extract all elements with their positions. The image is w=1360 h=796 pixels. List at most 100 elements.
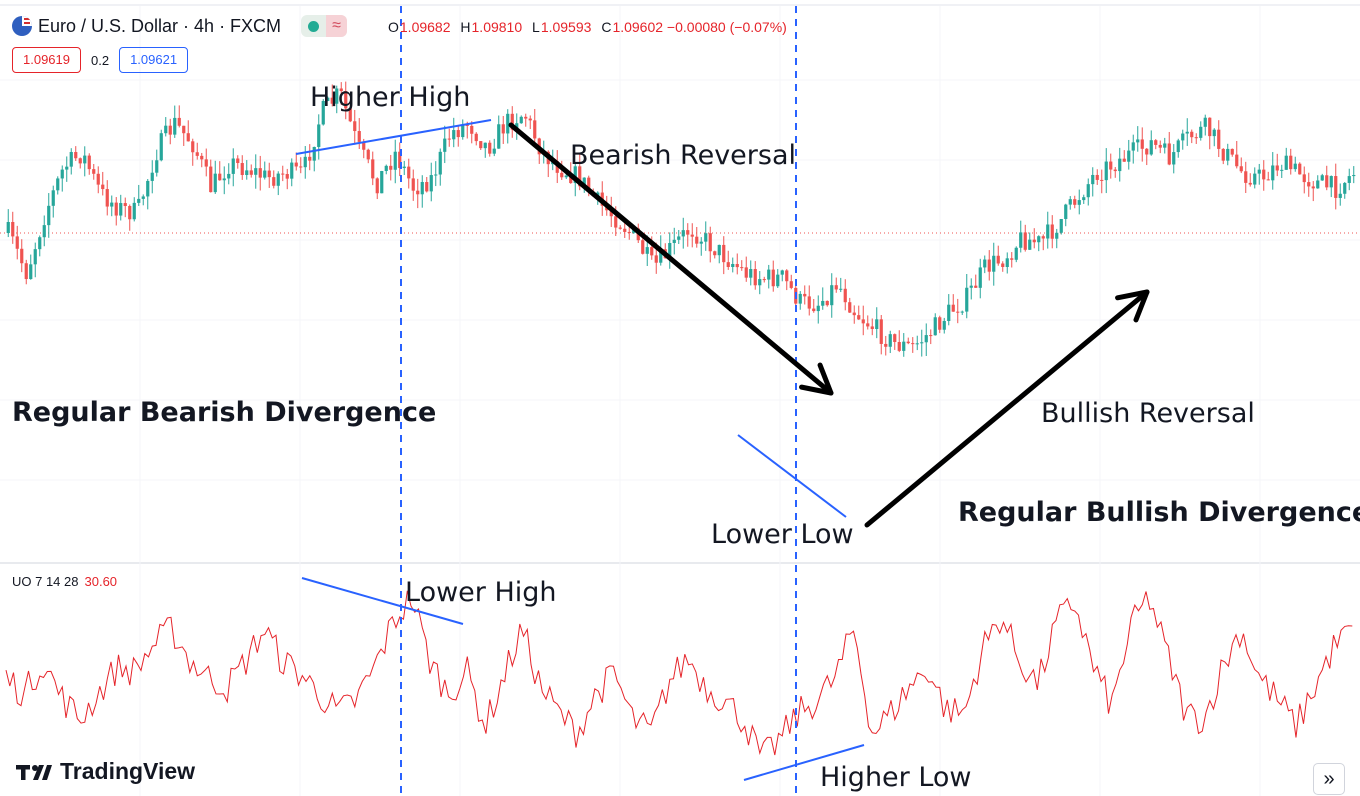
candle-body bbox=[722, 244, 726, 263]
candle-body bbox=[267, 170, 271, 178]
candle-body bbox=[1127, 150, 1131, 162]
candle-body bbox=[366, 149, 370, 160]
candle-body bbox=[1104, 161, 1108, 181]
candle-body bbox=[1293, 163, 1297, 170]
scroll-to-realtime-button[interactable]: » bbox=[1313, 763, 1345, 795]
candle-body bbox=[110, 202, 114, 207]
candle-body bbox=[1194, 137, 1198, 139]
candle-body bbox=[1172, 152, 1176, 165]
candle-body bbox=[1091, 174, 1095, 185]
candle-body bbox=[506, 113, 510, 134]
candle-body bbox=[830, 285, 834, 306]
candle-body bbox=[1266, 179, 1270, 181]
candle-body bbox=[407, 166, 411, 179]
candle-body bbox=[839, 288, 843, 290]
candle-body bbox=[834, 285, 838, 290]
candle-body bbox=[150, 172, 154, 181]
logo-text: TradingView bbox=[60, 758, 196, 784]
candle-body bbox=[1028, 239, 1032, 250]
candle-body bbox=[1329, 176, 1333, 188]
candle-body bbox=[1253, 173, 1257, 185]
tradingview-logo[interactable]: TradingView bbox=[16, 758, 195, 785]
candle-body bbox=[789, 281, 793, 288]
lower-high-label: Lower High bbox=[405, 577, 557, 608]
candle-body bbox=[195, 152, 199, 156]
candle-body bbox=[1113, 169, 1117, 172]
candle-body bbox=[114, 202, 118, 216]
candle-body bbox=[1244, 171, 1248, 183]
candle-body bbox=[843, 288, 847, 303]
candle-body bbox=[614, 216, 618, 228]
candle-body bbox=[1163, 143, 1167, 148]
candle-body bbox=[555, 161, 559, 173]
candle-body bbox=[785, 270, 789, 282]
candle-body bbox=[191, 141, 195, 153]
candle-body bbox=[564, 175, 568, 178]
candle-body bbox=[1248, 182, 1252, 185]
candle-body bbox=[1199, 126, 1203, 138]
candle-body bbox=[33, 249, 37, 265]
candle-body bbox=[254, 168, 258, 175]
higher-high-trendline bbox=[295, 119, 492, 155]
candle-body bbox=[177, 117, 181, 126]
candle-body bbox=[15, 236, 19, 249]
candle-body bbox=[1167, 143, 1171, 165]
indicator-label: UO 7 14 28 bbox=[12, 574, 79, 589]
market-status-pill[interactable]: ≈ bbox=[301, 15, 347, 37]
candle-body bbox=[1352, 175, 1356, 177]
candle-body bbox=[1325, 175, 1329, 188]
candle-body bbox=[335, 88, 339, 104]
candle-body bbox=[713, 251, 717, 256]
candle-body bbox=[29, 264, 33, 280]
candle-body bbox=[20, 248, 24, 264]
candle-body bbox=[569, 175, 573, 184]
candle-body bbox=[1131, 142, 1135, 151]
candle-body bbox=[582, 177, 586, 187]
candle-body bbox=[1005, 258, 1009, 267]
candle-body bbox=[578, 166, 582, 187]
candle-body bbox=[429, 175, 433, 192]
candle-body bbox=[1136, 139, 1140, 143]
candle-body bbox=[821, 300, 825, 306]
candle-body bbox=[96, 173, 100, 185]
candle-body bbox=[344, 91, 348, 109]
candle-body bbox=[357, 131, 361, 142]
candle-body bbox=[1212, 129, 1216, 137]
candle-body bbox=[1037, 236, 1041, 243]
candle-body bbox=[1262, 169, 1266, 180]
wave-icon: ≈ bbox=[326, 15, 347, 37]
candle-body bbox=[758, 279, 762, 286]
bid-button[interactable]: 1.09619 bbox=[12, 47, 81, 73]
candle-body bbox=[182, 125, 186, 134]
candle-body bbox=[1118, 158, 1122, 172]
candle-body bbox=[245, 170, 249, 175]
eur-usd-flag-icon bbox=[12, 16, 32, 36]
candle-body bbox=[1302, 174, 1306, 183]
candle-body bbox=[726, 262, 730, 267]
candle-body bbox=[825, 300, 829, 306]
candle-body bbox=[1275, 165, 1279, 171]
candle-body bbox=[74, 152, 78, 159]
candle-body bbox=[497, 124, 501, 149]
candle-body bbox=[1334, 176, 1338, 198]
candle-body bbox=[965, 287, 969, 312]
candle-body bbox=[222, 178, 226, 181]
indicator-legend[interactable]: UO 7 14 28 30.60 bbox=[12, 574, 117, 589]
candle-body bbox=[681, 230, 685, 237]
candle-body bbox=[236, 158, 240, 164]
candle-body bbox=[1221, 148, 1225, 161]
candle-body bbox=[24, 263, 28, 280]
symbol-header[interactable]: Euro / U.S. Dollar · 4h · FXCM ≈ bbox=[12, 14, 347, 38]
lower-low-label: Lower Low bbox=[711, 519, 854, 550]
candle-body bbox=[290, 162, 294, 179]
candle-body bbox=[452, 130, 456, 140]
candle-body bbox=[303, 156, 307, 168]
ask-button[interactable]: 1.09621 bbox=[119, 47, 189, 73]
candle-body bbox=[767, 269, 771, 280]
candle-body bbox=[78, 158, 82, 164]
candle-body bbox=[1041, 236, 1045, 239]
candle-body bbox=[1289, 155, 1293, 170]
candle-body bbox=[1050, 224, 1054, 239]
candle-body bbox=[299, 166, 303, 168]
